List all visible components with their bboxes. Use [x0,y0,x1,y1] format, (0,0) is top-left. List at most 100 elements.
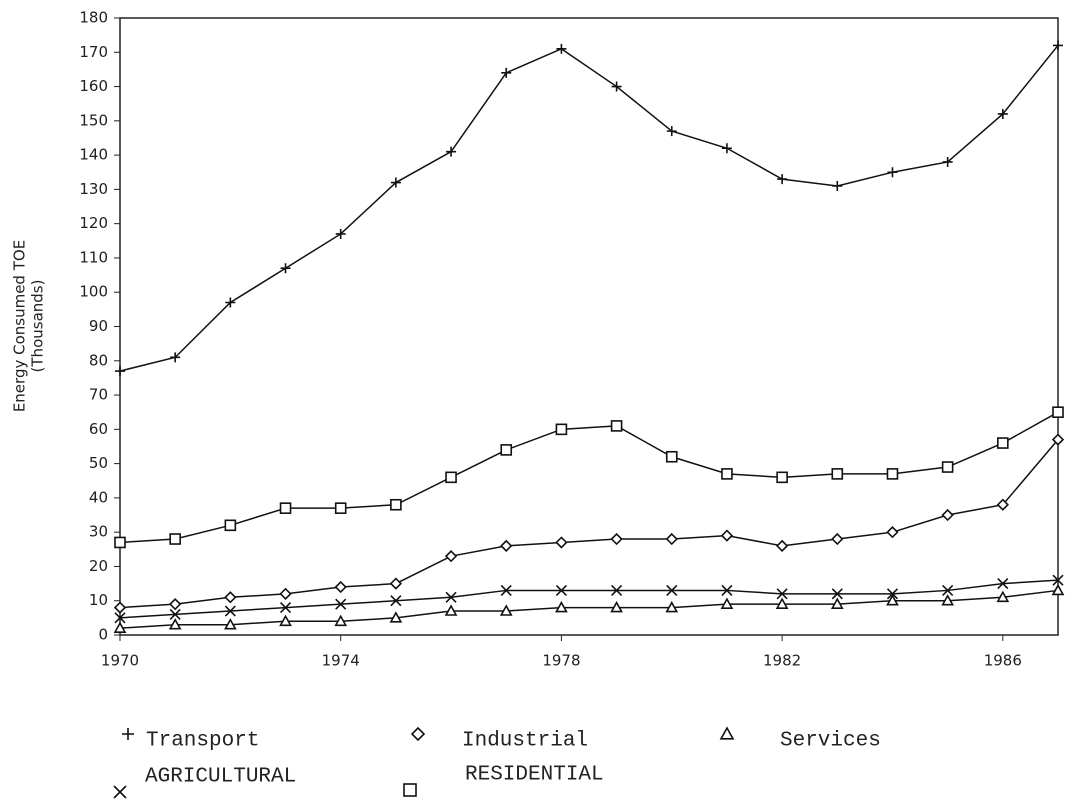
marker [334,614,348,627]
y-tick-label: 130 [79,180,108,198]
marker [831,588,843,600]
marker [224,591,237,604]
marker [169,533,181,545]
marker [776,588,788,600]
legend-marker [410,726,426,742]
y-tick-label: 60 [89,420,108,438]
marker [997,578,1009,590]
marker [555,536,568,549]
marker [942,584,954,597]
y-tick-label: 140 [79,146,108,164]
marker [114,536,126,549]
marker [501,67,512,78]
y-tick-label: 170 [79,43,108,61]
legend-marker [719,726,735,740]
marker [445,471,457,484]
marker [500,584,512,597]
y-tick-label: 100 [79,283,108,301]
marker [832,180,843,191]
marker [223,618,237,630]
marker [555,584,567,597]
marker [775,597,789,609]
series-line [119,44,1059,372]
marker [721,584,733,597]
marker [1053,40,1063,51]
marker [169,608,181,620]
marker [555,600,568,613]
marker [444,550,458,563]
legend-label: Services [780,730,881,753]
y-axis-label: (Thousands) [29,280,47,373]
marker [886,468,899,480]
marker [611,81,622,92]
marker [390,595,402,607]
marker [720,597,734,609]
y-tick-label: 10 [89,591,108,609]
marker [941,594,955,606]
x-tick-label: 1986 [984,652,1022,670]
legend-marker [113,785,127,799]
y-tick-label: 50 [89,454,108,472]
marker [1051,433,1065,446]
legend-label: AGRICULTURAL [145,766,296,789]
y-tick-label: 90 [89,317,108,335]
marker [390,498,402,511]
series-line [119,579,1059,619]
y-tick-label: 20 [89,557,108,575]
marker [170,352,181,363]
marker [886,526,899,539]
x-tick-label: 1974 [322,652,360,670]
marker [886,588,899,600]
legend-label: Transport [146,730,259,753]
marker [941,508,954,522]
marker [334,580,347,594]
x-tick-label: 1970 [101,652,139,670]
marker [168,618,182,630]
marker [389,577,403,590]
marker [996,590,1010,603]
marker [279,502,292,514]
marker [335,598,347,610]
marker [1052,574,1064,586]
marker [665,450,678,463]
marker [666,584,678,597]
marker [224,519,237,532]
x-tick-label: 1978 [542,652,580,670]
series-line [119,589,1059,629]
marker [279,614,292,627]
marker [113,621,127,633]
x-tick-label: 1982 [763,652,801,670]
y-tick-label: 120 [79,214,108,232]
marker [610,532,623,546]
marker [500,539,513,553]
marker [279,602,292,614]
marker [665,532,678,546]
series-line [119,411,1059,544]
y-tick-label: 160 [79,77,108,95]
marker [556,43,567,54]
marker [334,502,347,514]
marker [445,591,457,603]
marker [776,471,788,484]
marker [611,584,623,597]
marker [114,612,126,624]
marker [279,587,292,600]
marker [280,263,291,274]
legend-label: RESIDENTIAL [465,764,604,787]
marker [721,143,732,154]
marker [500,444,513,456]
y-tick-label: 150 [79,111,108,129]
series-line [119,439,1059,609]
marker [886,594,899,606]
plot-frame [119,17,1059,636]
marker [224,605,236,617]
y-tick-label: 80 [89,351,108,369]
marker [1051,583,1065,596]
marker [115,366,125,377]
y-tick-label: 0 [98,626,108,644]
y-tick-label: 180 [79,9,108,27]
marker [831,532,844,546]
marker [831,468,844,480]
marker [389,611,403,623]
marker [666,126,677,137]
